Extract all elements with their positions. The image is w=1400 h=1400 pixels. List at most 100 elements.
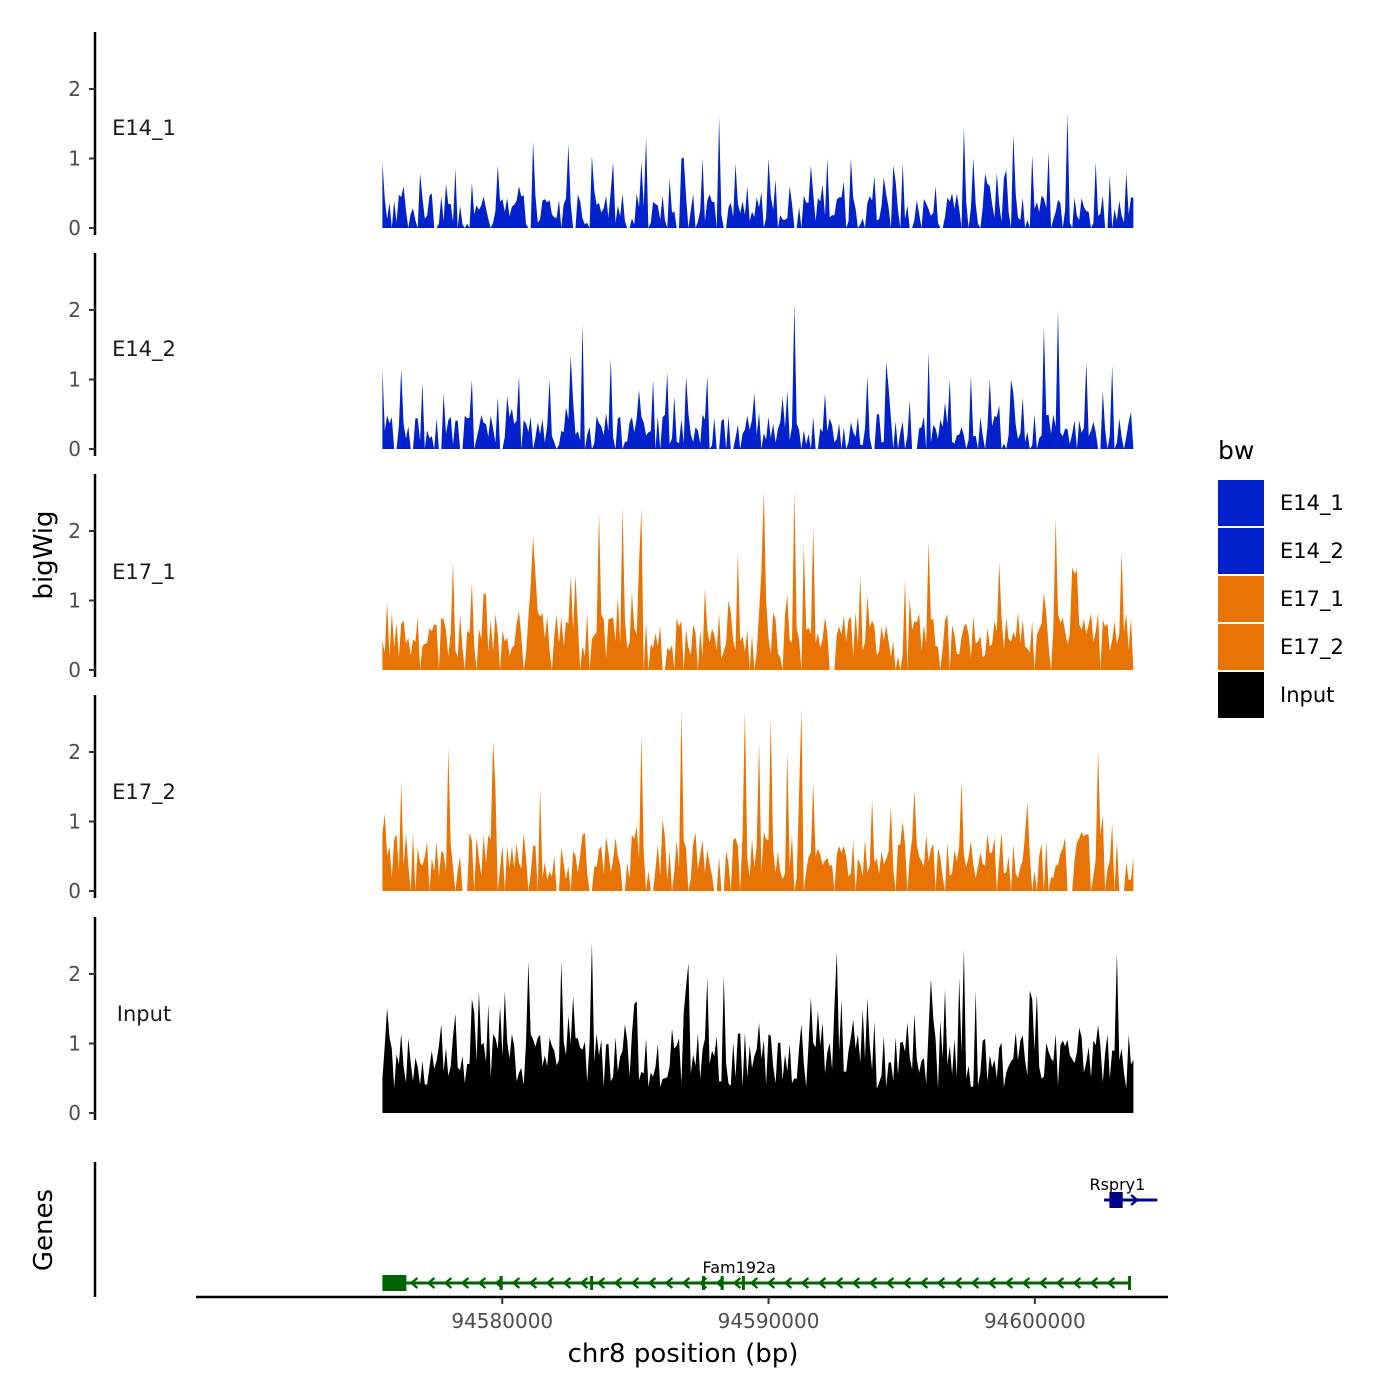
gene-fam192a: Fam192a bbox=[382, 1258, 1132, 1291]
exon bbox=[1128, 1276, 1132, 1290]
track-e17-1: 0 1 2 E17_1 bbox=[68, 474, 1134, 682]
track-e14-1: 0 1 2 E14_1 bbox=[68, 32, 1134, 240]
signal-area-e14-1 bbox=[382, 113, 1134, 228]
legend: bw E14_1 E14_2 E17_1 E17_2 Input bbox=[1218, 436, 1344, 718]
track-e17-2: 0 1 2 E17_2 bbox=[68, 695, 1134, 903]
strand-arrow bbox=[953, 1277, 963, 1289]
gene-label: Rspry1 bbox=[1089, 1175, 1145, 1194]
strand-arrow bbox=[1055, 1277, 1065, 1289]
legend-item: E17_2 bbox=[1218, 624, 1344, 670]
y-tick-label: 1 bbox=[68, 810, 81, 834]
strand-arrow bbox=[885, 1277, 895, 1289]
strand-arrow bbox=[409, 1277, 419, 1289]
y-tick-label: 2 bbox=[68, 519, 81, 543]
y-tick-label: 0 bbox=[68, 658, 81, 682]
legend-label: E17_2 bbox=[1280, 635, 1344, 660]
strand-arrow bbox=[936, 1277, 946, 1289]
strand-arrow bbox=[630, 1277, 640, 1289]
strand-arrow bbox=[579, 1277, 589, 1289]
strand-arrow bbox=[511, 1277, 521, 1289]
legend-label: Input bbox=[1280, 683, 1334, 707]
strand-arrow bbox=[919, 1277, 929, 1289]
strand-arrow bbox=[613, 1277, 623, 1289]
genes-panel: Fam192a Rspry1 bbox=[93, 1162, 1158, 1297]
exon bbox=[701, 1276, 705, 1290]
strand-arrow bbox=[783, 1277, 793, 1289]
x-tick-label: 94600000 bbox=[984, 1309, 1086, 1333]
exon bbox=[720, 1276, 724, 1290]
strand-arrow bbox=[664, 1277, 674, 1289]
legend-item: E17_1 bbox=[1218, 576, 1344, 622]
track-panels: 0 1 2 E14_1 0 1 2 E14_2 0 1 2 E17_1 0 1 2 E17_2 0 1 2 Input bbox=[68, 32, 1134, 1125]
exon bbox=[741, 1276, 745, 1290]
legend-swatch bbox=[1218, 528, 1264, 574]
exon bbox=[590, 1276, 594, 1290]
y-tick-label: 1 bbox=[68, 368, 81, 392]
strand-arrow bbox=[562, 1277, 572, 1289]
y-tick-label: 2 bbox=[68, 77, 81, 101]
strand-arrow bbox=[647, 1277, 657, 1289]
strand-arrow bbox=[477, 1277, 487, 1289]
legend-item: E14_1 bbox=[1218, 480, 1344, 526]
x-axis-title: chr8 position (bp) bbox=[568, 1339, 799, 1369]
strand-arrow bbox=[749, 1277, 759, 1289]
strand-arrow bbox=[1130, 1194, 1139, 1206]
legend-swatch bbox=[1218, 672, 1264, 718]
y-tick-label: 0 bbox=[68, 216, 81, 240]
legend-item: Input bbox=[1218, 672, 1334, 718]
strand-arrow bbox=[528, 1277, 538, 1289]
gene-label: Fam192a bbox=[703, 1258, 776, 1277]
legend-label: E14_1 bbox=[1280, 491, 1344, 516]
y-tick-label: 0 bbox=[68, 879, 81, 903]
strand-arrow bbox=[1021, 1277, 1031, 1289]
strand-arrow bbox=[460, 1277, 470, 1289]
track-label: E17_2 bbox=[112, 780, 176, 805]
y-axis-title: bigWig bbox=[29, 510, 59, 599]
signal-area-e14-2 bbox=[382, 303, 1134, 449]
track-label: E14_2 bbox=[112, 337, 176, 362]
track-label: E17_1 bbox=[112, 560, 176, 585]
exon bbox=[382, 1275, 407, 1291]
strand-arrow bbox=[851, 1277, 861, 1289]
signal-area-e17-1 bbox=[382, 490, 1134, 670]
legend-label: E14_2 bbox=[1280, 539, 1344, 564]
signal-area-input bbox=[382, 942, 1134, 1113]
y-tick-label: 1 bbox=[68, 1032, 81, 1056]
strand-arrow bbox=[800, 1277, 810, 1289]
x-tick-label: 94580000 bbox=[451, 1309, 553, 1333]
gene-rspry1: Rspry1 bbox=[1089, 1175, 1158, 1208]
legend-title: bw bbox=[1218, 436, 1254, 465]
y-tick-label: 2 bbox=[68, 740, 81, 764]
y-tick-label: 2 bbox=[68, 298, 81, 322]
strand-arrow bbox=[1089, 1277, 1099, 1289]
legend-label: E17_1 bbox=[1280, 587, 1344, 612]
exon bbox=[1109, 1192, 1123, 1208]
track-label: Input bbox=[117, 1002, 171, 1026]
strand-arrow bbox=[1106, 1277, 1116, 1289]
strand-arrow bbox=[545, 1277, 555, 1289]
y-tick-label: 0 bbox=[68, 437, 81, 461]
strand-arrow bbox=[1038, 1277, 1048, 1289]
signal-area-e17-2 bbox=[382, 708, 1134, 891]
x-axis: 94580000 94590000 94600000 bbox=[196, 1295, 1168, 1333]
x-tick-label: 94590000 bbox=[718, 1309, 820, 1333]
strand-arrow bbox=[1004, 1277, 1014, 1289]
strand-arrow bbox=[426, 1277, 436, 1289]
y-tick-label: 1 bbox=[68, 589, 81, 613]
track-label: E14_1 bbox=[112, 116, 176, 141]
strand-arrow bbox=[868, 1277, 878, 1289]
strand-arrow bbox=[766, 1277, 776, 1289]
legend-swatch bbox=[1218, 576, 1264, 622]
strand-arrow bbox=[987, 1277, 997, 1289]
strand-arrow bbox=[902, 1277, 912, 1289]
genes-axis-title: Genes bbox=[29, 1189, 59, 1271]
y-tick-label: 1 bbox=[68, 147, 81, 171]
track-e14-2: 0 1 2 E14_2 bbox=[68, 253, 1134, 461]
y-tick-label: 0 bbox=[68, 1101, 81, 1125]
strand-arrow bbox=[817, 1277, 827, 1289]
legend-item: E14_2 bbox=[1218, 528, 1344, 574]
y-tick-label: 2 bbox=[68, 962, 81, 986]
strand-arrow bbox=[681, 1277, 691, 1289]
strand-arrow bbox=[970, 1277, 980, 1289]
